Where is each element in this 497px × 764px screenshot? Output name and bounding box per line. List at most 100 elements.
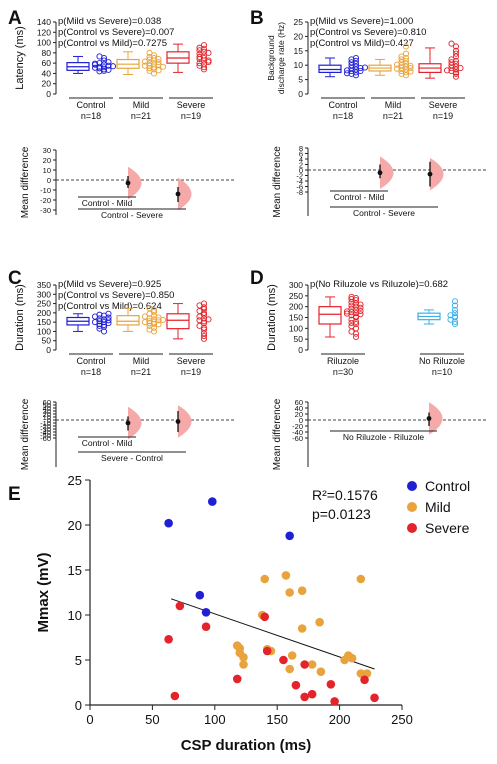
mean-diff-point	[427, 171, 433, 177]
panel-letter: D	[250, 268, 264, 289]
y-axis-label: discharge rate (Hz)	[276, 22, 286, 94]
scatter-point-severe	[300, 692, 309, 702]
group-label: Control	[76, 356, 105, 366]
md-y-tick-label: 30	[43, 407, 51, 416]
scatter-point-mild	[235, 648, 245, 658]
md-y-tick-label: 10	[43, 166, 51, 175]
md-y-tick-label: 2	[299, 161, 303, 170]
group-n-label: n=19	[433, 111, 453, 121]
md-axis-label: Mean difference	[272, 146, 283, 218]
data-point	[348, 296, 355, 303]
group-n-label: n=21	[383, 111, 403, 121]
group-label: Mild	[385, 100, 402, 110]
y-axis-label: Latency (ms)	[14, 26, 26, 90]
box	[116, 315, 140, 326]
panel-letter: B	[250, 8, 264, 29]
y-tick-label: 100	[37, 326, 51, 336]
group-n-label: n=19	[181, 367, 201, 377]
y-tick-label: 0	[46, 89, 51, 99]
group-n-label: n=21	[131, 367, 151, 377]
scatter-point-severe	[360, 675, 369, 685]
y-tick-label: 15	[294, 46, 304, 56]
md-y-tick-label: -20	[292, 422, 303, 431]
data-point	[398, 53, 405, 60]
legend-marker	[407, 502, 417, 512]
mean-diff-point	[125, 180, 131, 186]
md-y-tick-label: -20	[40, 196, 51, 205]
scatter-point-severe	[260, 612, 270, 622]
data-point	[357, 307, 364, 315]
comparison-label: Severe - Control	[101, 453, 163, 463]
bootstrap-distribution	[128, 406, 142, 440]
data-point	[150, 308, 158, 315]
data-point	[100, 323, 108, 330]
x-axis-label: CSP duration (ms)	[181, 737, 312, 754]
data-point	[348, 293, 355, 300]
scatter-point-severe	[232, 674, 242, 684]
scatter-point-mild	[316, 667, 326, 676]
y-tick-label: 15	[68, 563, 82, 578]
data-point	[343, 70, 351, 77]
y-tick-label: 80	[42, 48, 52, 58]
p-value-text: p(Mild vs Severe)=0.925	[58, 279, 161, 290]
group-n-label: n=10	[432, 367, 452, 377]
data-point	[448, 56, 455, 63]
md-axis-label: Mean difference	[272, 398, 283, 470]
data-point	[100, 328, 108, 335]
y-tick-label: 100	[289, 323, 303, 333]
data-point	[451, 298, 459, 305]
group-n-label: n=18	[81, 367, 101, 377]
comparison-label: Control - Severe	[101, 210, 163, 220]
data-point	[96, 68, 103, 75]
data-point	[452, 73, 460, 80]
scatter-point-mild	[356, 669, 366, 678]
md-y-tick-label: -10	[40, 186, 51, 195]
scatter-point-mild	[315, 617, 324, 627]
scatter-point-mild	[281, 571, 291, 580]
scatter-point-mild	[307, 660, 317, 669]
y-tick-label: 20	[68, 518, 82, 533]
p-value-text: p(Control vs Severe)=0.850	[58, 290, 174, 301]
data-point	[96, 311, 103, 318]
scatter-point-mild	[297, 624, 307, 633]
scatter-point-mild	[260, 574, 270, 584]
legend-marker	[407, 523, 417, 533]
data-point	[196, 60, 203, 67]
p-value-text: p(No Riluzole vs Riluzole)=0.682	[310, 279, 448, 290]
bootstrap-distribution	[429, 402, 443, 435]
mean-diff-point	[377, 170, 383, 176]
p-value-annotation: p=0.0123	[312, 506, 371, 522]
md-y-tick-label: 0	[299, 166, 303, 175]
data-point	[159, 316, 167, 323]
mean-diff-point	[175, 191, 181, 197]
data-point	[91, 60, 99, 67]
scatter-point-mild	[287, 651, 297, 660]
scatter-point-control	[208, 497, 217, 506]
p-value-text: p(Mild vs Severe)=1.000	[310, 16, 413, 27]
scatter-point-mild	[344, 651, 353, 660]
scatter-point-control	[285, 531, 294, 541]
y-tick-label: 5	[298, 75, 303, 85]
md-y-tick-label: 20	[295, 410, 303, 419]
scatter-point-severe	[330, 697, 339, 706]
data-point	[150, 320, 158, 328]
data-point	[146, 320, 153, 327]
bootstrap-distribution	[128, 166, 142, 200]
y-tick-label: 150	[37, 317, 51, 327]
data-point	[357, 311, 364, 318]
comparison-label: Control - Mild	[334, 192, 385, 202]
md-y-tick-label: -6	[296, 183, 303, 192]
y-tick-label: 100	[37, 38, 51, 48]
data-point	[407, 68, 414, 75]
y-tick-label: 0	[75, 698, 82, 713]
data-point	[200, 326, 208, 333]
legend-label: Control	[425, 478, 470, 494]
data-point	[155, 55, 162, 63]
data-point	[352, 294, 360, 302]
bootstrap-distribution	[178, 177, 192, 211]
md-y-tick-label: 40	[43, 404, 51, 413]
y-tick-label: 300	[37, 289, 51, 299]
md-y-tick-label: -2	[296, 172, 303, 181]
